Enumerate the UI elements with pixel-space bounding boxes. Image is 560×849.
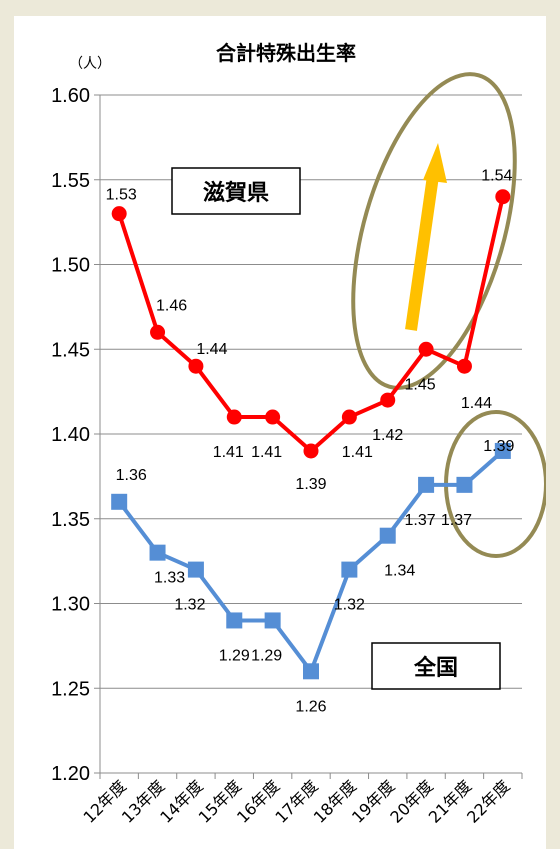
data-point [111, 206, 127, 222]
series-name-label: 全国 [413, 655, 458, 681]
data-point [303, 663, 319, 680]
y-tick-label: 1.25 [51, 678, 90, 700]
series-name-box [171, 167, 301, 215]
data-label: 1.45 [405, 376, 436, 393]
data-label: 1.37 [405, 512, 436, 529]
up-arrow-head [423, 143, 447, 183]
y-tick-label: 1.20 [51, 763, 90, 785]
data-point [149, 544, 166, 561]
data-point [111, 493, 128, 510]
data-point [226, 612, 243, 629]
series-name-label: 滋賀県 [203, 180, 269, 206]
data-label: 1.36 [116, 467, 147, 484]
data-label: 1.29 [251, 647, 282, 664]
data-label: 1.26 [295, 698, 326, 715]
data-point [456, 476, 473, 493]
data-point [418, 476, 435, 493]
y-tick-label: 1.50 [51, 255, 90, 277]
data-point [379, 527, 396, 544]
data-label: 1.41 [251, 444, 282, 461]
up-arrow-shaft [405, 175, 439, 331]
data-label: 1.37 [441, 512, 472, 529]
data-point [187, 561, 204, 578]
axes [99, 95, 523, 779]
series-line-shiga [117, 196, 505, 453]
y-tick-label: 1.55 [51, 170, 90, 192]
x-tick-label: 22年度 [463, 776, 513, 826]
line-chart: 合計特殊出生率 （人） 1.20 1.25 1.30 1.35 1.40 1.45 1.50… [51, 41, 546, 827]
y-tick-label: 1.45 [51, 339, 90, 361]
data-point [495, 189, 511, 205]
data-point [341, 561, 358, 578]
data-label: 1.32 [174, 597, 205, 614]
data-point [418, 341, 434, 357]
y-tick-label: 1.30 [51, 594, 90, 616]
data-label: 1.39 [483, 438, 514, 455]
y-axis-unit-label: （人） [69, 56, 111, 72]
data-label: 1.39 [295, 476, 326, 493]
x-tick-labels: 12年度13年度14年度15年度16年度17年度18年度19年度20年度21年度… [80, 776, 514, 826]
data-point [264, 612, 281, 629]
data-label: 1.53 [106, 187, 137, 204]
y-tick-label: 1.35 [51, 509, 90, 531]
y-tick-label: 1.60 [51, 85, 90, 107]
data-point [456, 358, 472, 374]
data-point [226, 409, 242, 425]
chart-frame: 合計特殊出生率 （人） 1.20 1.25 1.30 1.35 1.40 1.45 1.50… [14, 16, 546, 849]
data-label: 1.41 [213, 444, 244, 461]
data-point [265, 409, 281, 425]
data-label: 1.41 [342, 444, 373, 461]
data-point [341, 409, 357, 425]
data-point [150, 324, 166, 340]
grid [94, 94, 522, 774]
data-point [380, 392, 396, 408]
data-label: 1.44 [461, 395, 492, 412]
chart-title: 合計特殊出生率 [216, 41, 356, 65]
data-label: 1.29 [219, 647, 250, 664]
data-point [188, 358, 204, 374]
annotations [351, 72, 546, 558]
highlight-ellipse-shiga [351, 72, 517, 390]
data-label: 1.44 [196, 341, 227, 358]
data-labels: 1.531.461.441.41 1.411.391.411.421.451.44… [106, 168, 515, 716]
data-point [303, 443, 319, 459]
data-label: 1.34 [384, 563, 415, 580]
data-point [494, 442, 511, 459]
y-tick-labels: 1.20 1.25 1.30 1.35 1.40 1.45 1.50 1.55 1.60 [51, 85, 90, 785]
y-tick-label: 1.40 [51, 424, 90, 446]
data-label: 1.33 [154, 570, 185, 587]
data-label: 1.54 [481, 168, 512, 185]
data-label: 1.46 [156, 297, 187, 314]
data-label: 1.32 [334, 597, 365, 614]
data-label: 1.42 [372, 427, 403, 444]
series-group [111, 189, 511, 680]
series-name-box [371, 642, 501, 690]
